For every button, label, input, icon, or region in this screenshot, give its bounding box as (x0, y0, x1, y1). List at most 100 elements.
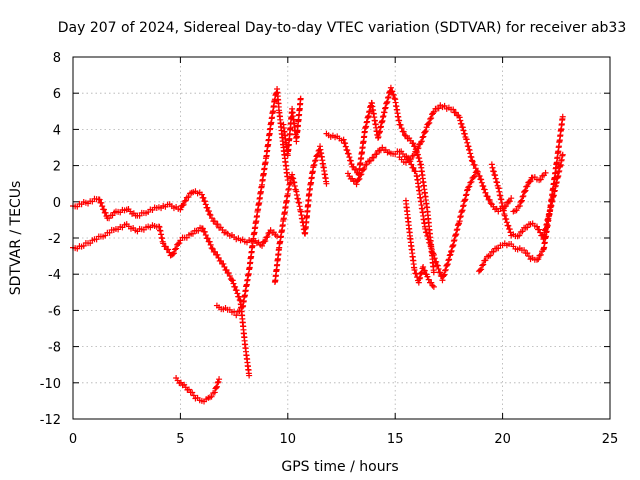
data-point (417, 139, 424, 146)
data-point (175, 240, 182, 247)
data-point (505, 198, 512, 205)
data-point (387, 84, 394, 91)
data-point (437, 269, 444, 276)
data-point (408, 161, 415, 168)
data-point (420, 133, 427, 140)
data-point (487, 252, 494, 259)
data-point (173, 245, 180, 252)
data-point (100, 206, 107, 213)
data-point (428, 246, 435, 253)
data-point (435, 265, 442, 272)
data-point (407, 156, 414, 163)
data-point (215, 254, 222, 261)
data-point (450, 106, 457, 113)
data-point (185, 386, 192, 393)
x-tick-label: 15 (387, 432, 404, 447)
data-point (469, 158, 476, 165)
data-point (430, 108, 437, 115)
data-point (390, 92, 397, 99)
data-point (361, 165, 368, 172)
data-point (521, 188, 528, 195)
data-point (521, 247, 528, 254)
data-point (230, 280, 237, 287)
y-tick-label: 6 (53, 87, 61, 102)
data-point (425, 276, 432, 283)
data-point (402, 159, 409, 166)
data-point (213, 384, 220, 391)
data-point (525, 253, 532, 260)
data-point (209, 245, 216, 252)
data-point (217, 257, 224, 264)
data-point (363, 161, 370, 168)
y-tick-label: -8 (48, 341, 61, 356)
data-point (506, 226, 513, 233)
data-point (457, 117, 464, 124)
series-sat-track-7 (323, 84, 437, 276)
x-tick-label: 25 (602, 432, 619, 447)
x-tick-label: 0 (69, 432, 77, 447)
data-point (207, 241, 214, 248)
data-point (434, 262, 441, 269)
data-point (195, 227, 202, 234)
data-point (503, 216, 510, 223)
data-point (476, 173, 483, 180)
data-point (536, 252, 543, 259)
data-point (416, 158, 423, 165)
data-point (342, 143, 349, 150)
data-point (494, 179, 501, 186)
data-point (98, 199, 105, 206)
data-point (214, 251, 221, 258)
data-point (202, 198, 209, 205)
data-point (458, 120, 465, 127)
data-point (559, 113, 566, 120)
data-point (350, 163, 357, 170)
data-point (414, 145, 421, 152)
data-point (347, 157, 354, 164)
data-point (537, 176, 544, 183)
data-point (102, 209, 109, 216)
data-point (431, 255, 438, 262)
data-point (208, 393, 215, 400)
data-point (310, 162, 317, 169)
data-point (413, 149, 420, 156)
data-point (345, 150, 352, 157)
data-point (223, 266, 230, 273)
data-point (206, 238, 213, 245)
data-point (513, 207, 520, 214)
data-point (430, 269, 437, 276)
data-point (225, 270, 232, 276)
data-point (262, 238, 269, 245)
data-point (233, 312, 240, 319)
y-tick-label: -10 (40, 377, 61, 392)
data-point (444, 262, 451, 269)
data-point (415, 145, 422, 152)
data-point (441, 271, 448, 278)
data-point (179, 202, 186, 209)
data-point (488, 161, 495, 168)
data-point (357, 172, 364, 179)
data-point (439, 277, 446, 284)
data-point (447, 251, 454, 258)
data-point (220, 260, 227, 267)
data-point (213, 383, 220, 390)
data-point (533, 256, 540, 263)
data-point (198, 191, 205, 198)
series-sat-track-8 (344, 144, 480, 284)
data-point (233, 287, 240, 294)
series-sat-track-10 (402, 197, 437, 290)
data-point (481, 186, 488, 193)
data-point (311, 161, 318, 168)
data-point (211, 389, 218, 396)
data-point (470, 174, 477, 181)
data-point (427, 115, 434, 122)
data-point (468, 178, 475, 185)
data-point (537, 251, 544, 258)
axis-ticks (72, 56, 611, 420)
data-point (452, 109, 459, 116)
data-point (389, 88, 396, 95)
y-tick-label: -2 (48, 232, 61, 247)
data-point (459, 124, 466, 131)
series-sat-track-13 (510, 169, 549, 215)
y-axis-label: SDTVAR / TECUs (8, 181, 24, 296)
